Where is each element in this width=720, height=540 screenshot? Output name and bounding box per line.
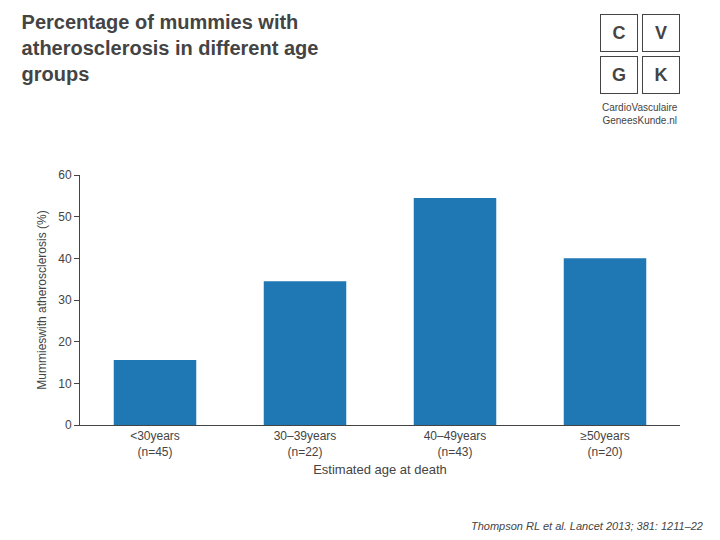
svg-text:30: 30: [58, 293, 72, 307]
svg-text:Thompson RL et al. Lancet 2013: Thompson RL et al. Lancet 2013; 381: 121…: [471, 520, 703, 532]
svg-text:0: 0: [65, 418, 72, 432]
svg-text:60: 60: [58, 168, 72, 182]
svg-text:<30years(n=45): <30years(n=45): [130, 429, 180, 459]
svg-text:Estimated age at death: Estimated age at death: [313, 462, 447, 477]
svg-text:Mummieswith atherosclerosis (%: Mummieswith atherosclerosis (%): [35, 210, 49, 389]
svg-text:40: 40: [58, 252, 72, 266]
svg-text:40–49years(n=43): 40–49years(n=43): [424, 429, 487, 459]
svg-text:50: 50: [58, 210, 72, 224]
svg-text:CardioVasculaireGeneesKunde.nl: CardioVasculaireGeneesKunde.nl: [602, 102, 678, 126]
svg-text:G: G: [612, 65, 626, 85]
svg-text:≥50years(n=20): ≥50years(n=20): [580, 429, 629, 459]
svg-text:10: 10: [58, 377, 72, 391]
svg-text:V: V: [655, 23, 667, 43]
svg-text:K: K: [655, 65, 668, 85]
svg-text:30–39years(n=22): 30–39years(n=22): [274, 429, 337, 459]
svg-text:20: 20: [58, 335, 72, 349]
svg-text:Percentage of mummies withathe: Percentage of mummies withatherosclerosi…: [22, 11, 319, 85]
svg-text:C: C: [613, 23, 626, 43]
